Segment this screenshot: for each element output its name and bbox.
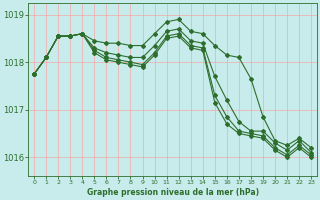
X-axis label: Graphe pression niveau de la mer (hPa): Graphe pression niveau de la mer (hPa)	[87, 188, 259, 197]
